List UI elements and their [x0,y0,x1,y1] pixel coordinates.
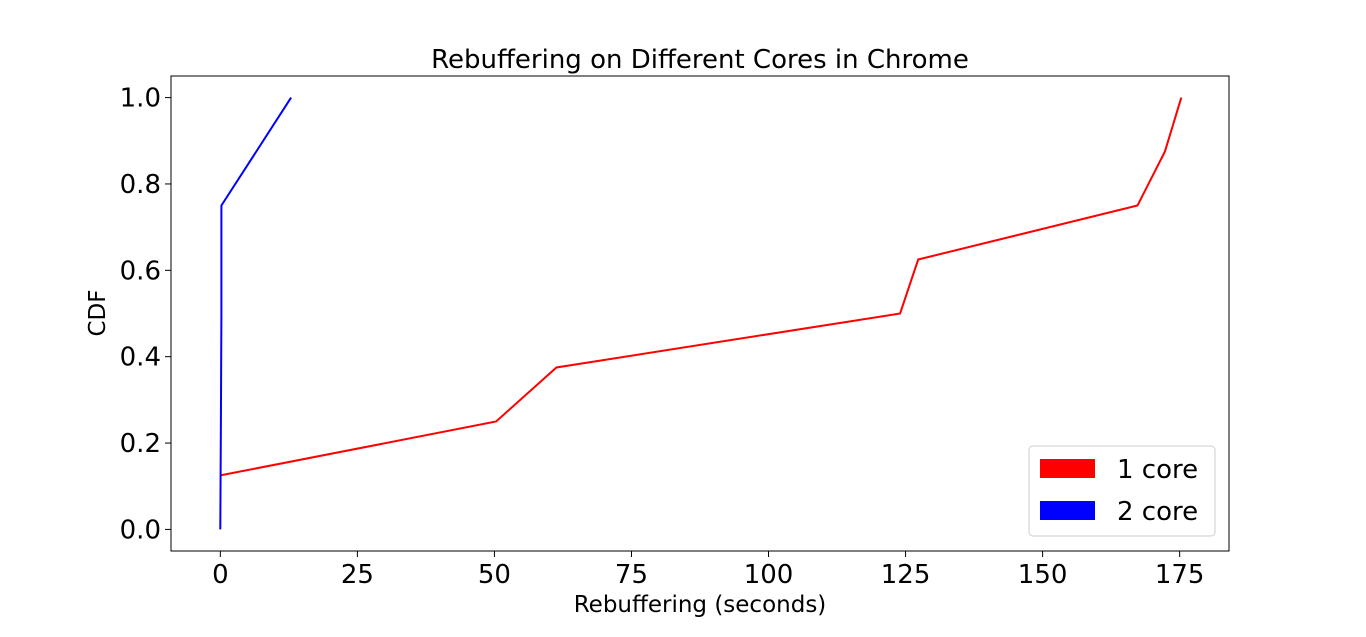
x-tick-label: 50 [478,560,511,590]
legend-label-2-core: 2 core [1117,497,1198,527]
y-axis-label: CDF [85,290,111,337]
x-tick-label: 100 [744,560,794,590]
y-tick-label: 1.0 [120,84,161,114]
series-line-1-core [220,97,1183,477]
x-axis-label: Rebuffering (seconds) [574,592,827,618]
x-axis: 0 25 50 75 100 125 150 175 [212,551,1204,590]
series-layer [219,97,1183,530]
x-tick-label: 175 [1155,560,1205,590]
x-tick-label: 75 [615,560,648,590]
y-axis: 0.0 0.2 0.4 0.6 0.8 1.0 [120,84,171,545]
legend-label-1-core: 1 core [1117,455,1198,485]
legend-swatch-1-core [1040,459,1095,478]
x-tick-label: 25 [341,560,374,590]
y-tick-label: 0.2 [120,429,161,459]
x-tick-label: 0 [212,560,229,590]
y-tick-label: 0.4 [120,343,161,373]
series-line-2-core [219,97,292,530]
y-tick-label: 0.8 [120,170,161,200]
chart-title: Rebuffering on Different Cores in Chrome [431,45,969,75]
legend-swatch-2-core [1040,501,1095,520]
y-tick-label: 0.6 [120,256,161,286]
y-tick-label: 0.0 [120,515,161,545]
x-tick-label: 150 [1018,560,1068,590]
x-tick-label: 125 [881,560,931,590]
legend: 1 core 2 core [1028,445,1216,537]
